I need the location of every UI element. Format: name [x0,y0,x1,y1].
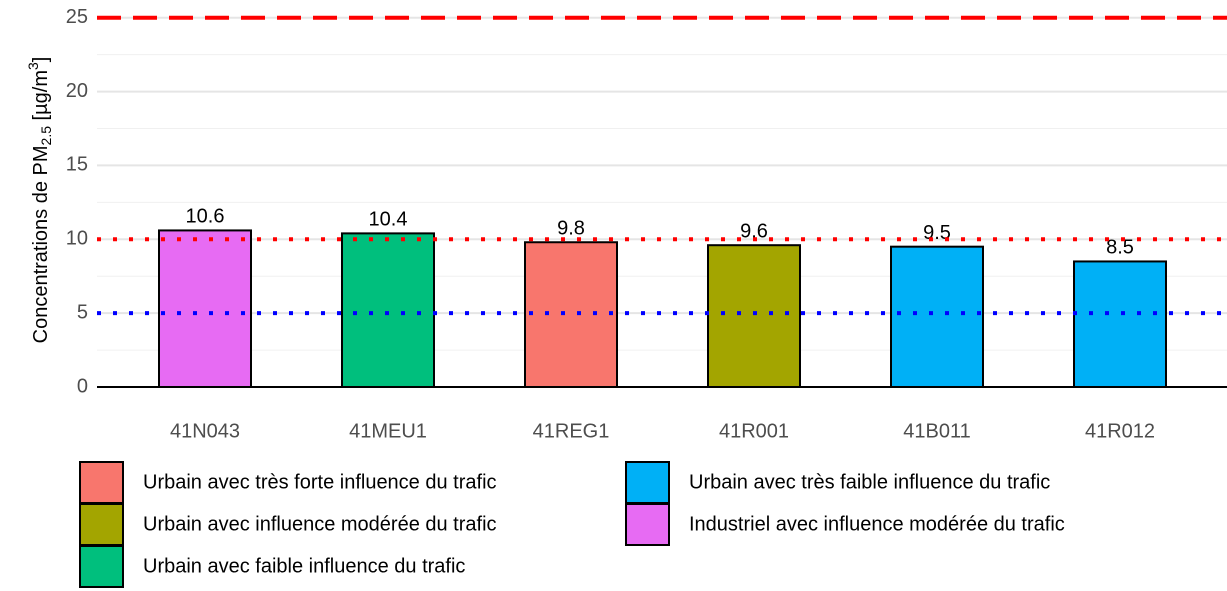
legend-swatch [625,503,670,546]
x-tick-label: 41MEU1 [349,420,427,442]
value-label: 10.4 [369,209,408,231]
legend-swatch [625,461,670,504]
bar [158,229,252,388]
bar [524,241,618,388]
x-tick-label: 41REG1 [533,420,610,442]
x-tick-label: 41N043 [170,420,240,442]
bar [341,232,435,388]
y-label-part: ] [30,57,52,63]
legend-swatch [79,461,124,504]
x-tick-label: 41R012 [1085,420,1155,442]
y-tick-label: 5 [77,301,88,323]
value-label: 10.6 [186,206,225,228]
legend-label: Urbain avec très faible influence du tra… [689,471,1050,493]
value-label: 9.8 [557,218,585,240]
value-label: 9.6 [740,220,768,242]
y-tick-label: 10 [66,228,88,250]
y-tick-label: 20 [66,80,88,102]
y-tick-label: 15 [66,154,88,176]
y-tick-label: 25 [66,6,88,28]
legend-label: Urbain avec très forte influence du traf… [143,471,497,493]
y-tick-label: 0 [77,375,88,397]
legend-label: Industriel avec influence modérée du tra… [689,513,1065,535]
legend-swatch [79,503,124,546]
bar [707,244,801,388]
value-label: 8.5 [1106,237,1134,259]
legend-swatch [79,545,124,588]
y-label-sub: 2.5 [38,126,54,146]
legend-label: Urbain avec influence modérée du trafic [143,513,497,535]
x-tick-label: 41R001 [719,420,789,442]
y-axis-label: Concentrations de PM2.5 [µg/m3] [25,57,54,344]
bar [1073,260,1167,388]
x-tick-label: 41B011 [903,420,970,442]
bar [890,245,984,388]
y-label-part: [µg/m [30,70,52,126]
legend-label: Urbain avec faible influence du trafic [143,555,465,577]
y-label-sup: 3 [25,62,41,70]
y-label-part: Concentrations de PM [30,145,52,343]
